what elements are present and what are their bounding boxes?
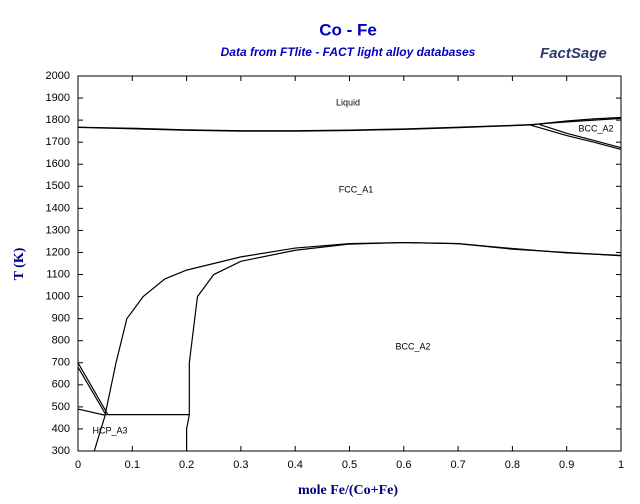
- phase-boundary: [539, 123, 622, 149]
- y-tick-label: 2000: [46, 70, 70, 82]
- y-tick-label: 800: [52, 335, 70, 347]
- x-tick-label: 0.6: [396, 459, 411, 471]
- x-axis-label: mole Fe/(Co+Fe): [298, 483, 398, 498]
- y-tick-label: 1100: [46, 268, 70, 280]
- region-label: FCC_A1: [339, 184, 374, 194]
- region-label: BCC_A2: [395, 341, 430, 351]
- phase-boundary: [528, 123, 622, 151]
- y-tick-label: 1200: [46, 246, 70, 258]
- x-tick-label: 0.8: [505, 459, 520, 471]
- phase-boundary: [534, 117, 622, 125]
- y-tick-label: 700: [52, 357, 70, 369]
- x-tick-label: 0.5: [342, 459, 357, 471]
- x-tick-label: 0: [75, 459, 81, 471]
- y-tick-label: 300: [52, 445, 70, 457]
- x-tick-label: 0.7: [450, 459, 465, 471]
- x-tick-label: 0.1: [125, 459, 140, 471]
- y-tick-label: 1600: [46, 158, 70, 170]
- phase-boundary: [104, 241, 622, 415]
- region-label: HCP_A3: [92, 425, 127, 435]
- y-tick-label: 400: [52, 423, 70, 435]
- plot-frame: [77, 75, 622, 452]
- x-tick-label: 1: [618, 459, 624, 471]
- y-tick-label: 1900: [46, 92, 70, 104]
- phase-boundary: [77, 362, 109, 415]
- y-tick-label: 1000: [46, 290, 70, 302]
- y-tick-label: 1800: [46, 114, 70, 126]
- y-tick-label: 1500: [46, 180, 70, 192]
- logo: FactSage: [540, 45, 607, 62]
- y-tick-label: 1300: [46, 224, 70, 236]
- y-tick-label: 500: [52, 401, 70, 413]
- phase-boundary: [186, 241, 622, 451]
- phase-boundary: [93, 415, 106, 452]
- phase-boundary: [77, 366, 106, 414]
- phase-boundary: [77, 124, 535, 132]
- x-tick-label: 0.9: [559, 459, 574, 471]
- y-axis-label: T (K): [12, 247, 27, 280]
- y-tick-label: 1400: [46, 202, 70, 214]
- x-tick-label: 0.3: [233, 459, 248, 471]
- x-tick-label: 0.2: [179, 459, 194, 471]
- y-tick-label: 600: [52, 379, 70, 391]
- phase-boundary: [77, 408, 106, 416]
- y-tick-label: 1700: [46, 136, 70, 148]
- y-tick-label: 900: [52, 313, 70, 325]
- region-label: BCC_A2: [578, 123, 613, 133]
- region-label: Liquid: [336, 97, 360, 107]
- x-tick-label: 0.4: [288, 459, 303, 471]
- chart-title: Co - Fe: [319, 20, 377, 39]
- chart-subtitle: Data from FTlite - FACT light alloy data…: [221, 45, 476, 59]
